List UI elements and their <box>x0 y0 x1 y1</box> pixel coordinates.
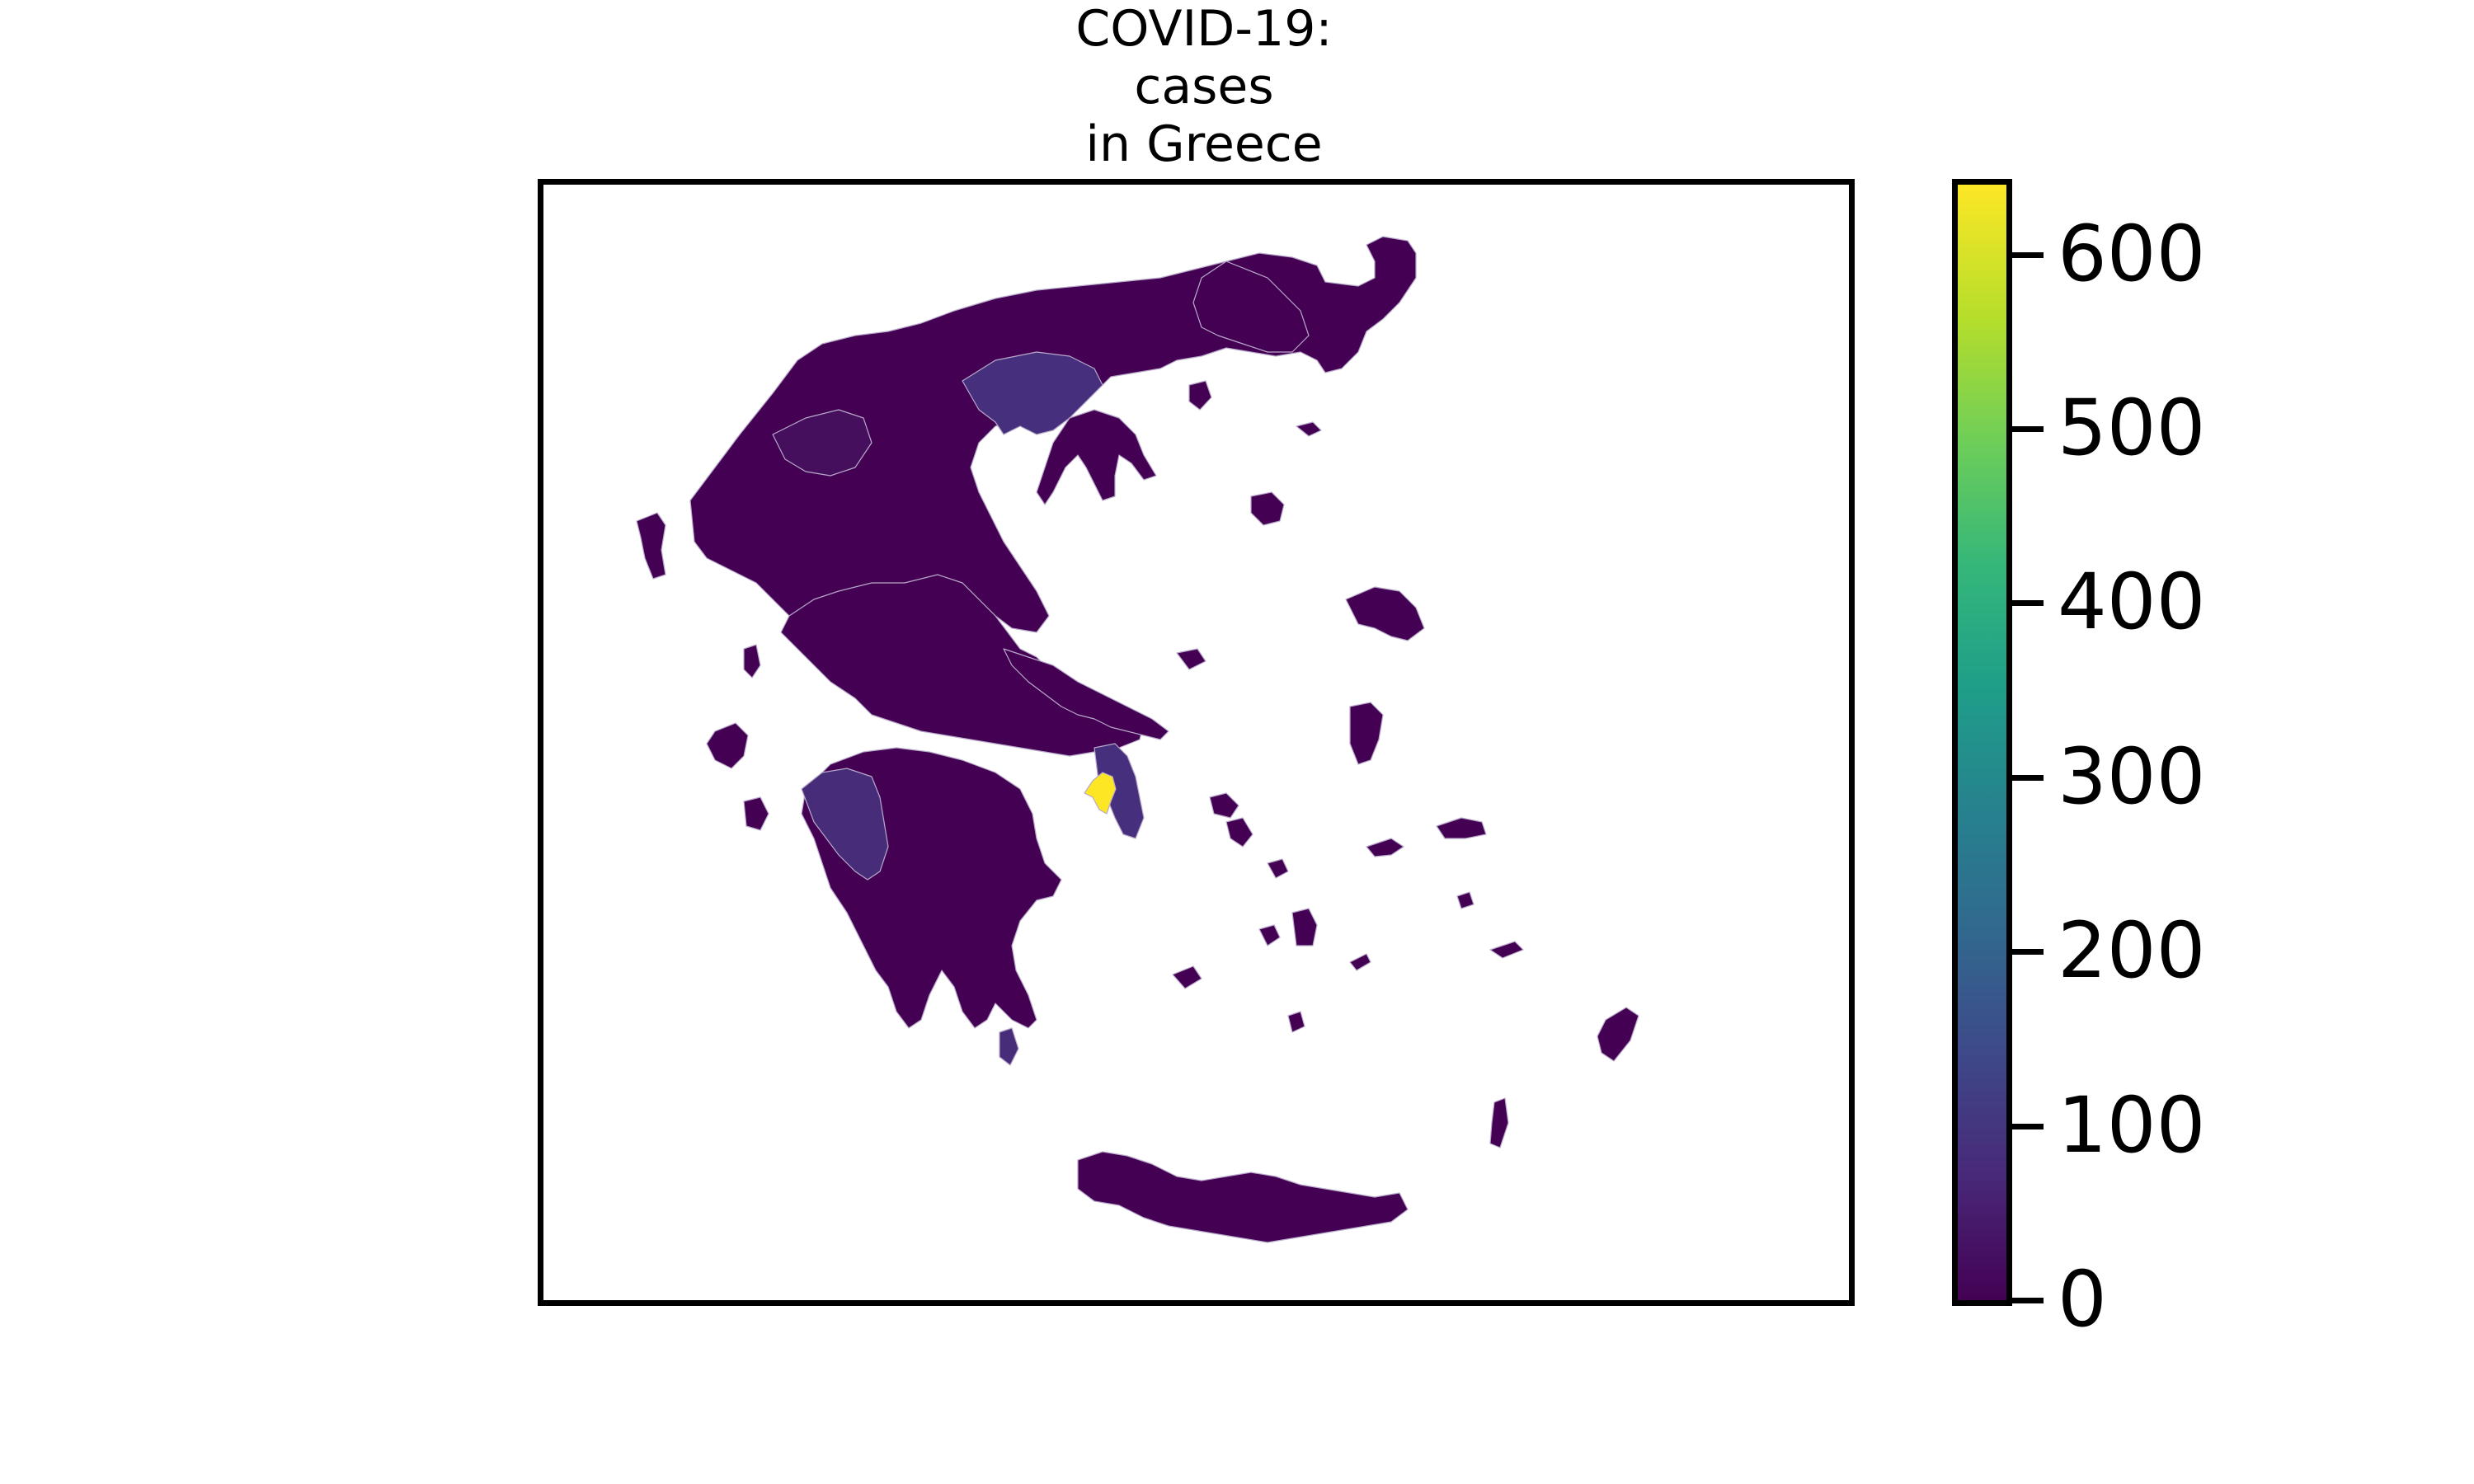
region-athens[interactable] <box>1084 772 1117 815</box>
region-zakynthos <box>743 796 769 831</box>
region-lesbos <box>1345 586 1425 641</box>
colorbar-tick <box>2012 774 2044 781</box>
colorbar-tick-label: 300 <box>2058 731 2206 822</box>
region-naxos <box>1291 908 1318 946</box>
region-chalkidiki <box>1036 409 1157 505</box>
colorbar-tick <box>2012 949 2044 956</box>
colorbar-tick <box>2012 425 2044 432</box>
region-rhodes <box>1597 1007 1639 1062</box>
map-frame <box>538 179 1855 1306</box>
region-sporades <box>1176 648 1206 670</box>
colorbar-tick-label: 200 <box>2058 906 2206 997</box>
region-kos <box>1489 941 1524 959</box>
choropleth-map <box>636 236 1639 1243</box>
colorbar-tick <box>2012 600 2044 607</box>
region-euboea <box>1003 648 1169 740</box>
colorbar-tick-label: 0 <box>2058 1255 2107 1345</box>
region-karpathos <box>1489 1097 1509 1148</box>
region-lefkada <box>743 644 761 679</box>
colorbar-tick-label: 600 <box>2058 209 2206 299</box>
region-samothraki <box>1296 421 1322 437</box>
region-western-greece <box>801 768 889 881</box>
colorbar-tick <box>2012 251 2044 258</box>
map-title: COVID-19: cases in Greece <box>849 0 1559 173</box>
region-paros <box>1258 924 1281 946</box>
region-milos <box>1172 965 1202 989</box>
region-corfu <box>636 512 666 580</box>
region-santorini <box>1287 1011 1305 1033</box>
colorbar-tick-label: 100 <box>2058 1080 2206 1171</box>
region-thasos <box>1188 380 1212 411</box>
region-ikaria <box>1366 838 1404 857</box>
region-chios <box>1349 702 1384 765</box>
region-thrace <box>1192 261 1310 353</box>
colorbar-tick <box>2012 1123 2044 1129</box>
region-lemnos <box>1250 491 1285 526</box>
title-line-1: COVID-19: <box>1075 0 1333 58</box>
region-amorgos <box>1349 953 1371 971</box>
region-samos <box>1436 817 1487 839</box>
colorbar-tick-label: 500 <box>2058 383 2206 473</box>
region-thessaly-central <box>780 574 1145 757</box>
region-skyros <box>1209 792 1239 819</box>
title-line-2: cases <box>1134 58 1274 115</box>
region-leros-patmos <box>1456 891 1475 909</box>
title-line-3: in Greece <box>1085 115 1323 173</box>
colorbar <box>1952 179 2012 1306</box>
region-western-macedonia <box>772 409 872 477</box>
region-crete <box>1077 1151 1409 1243</box>
region-tinos <box>1267 858 1289 879</box>
region-andros <box>1225 817 1253 848</box>
region-kythira <box>999 1027 1019 1066</box>
region-kefalonia <box>706 722 749 769</box>
colorbar-tick-label: 400 <box>2058 557 2206 648</box>
colorbar-tick <box>2012 1298 2044 1303</box>
